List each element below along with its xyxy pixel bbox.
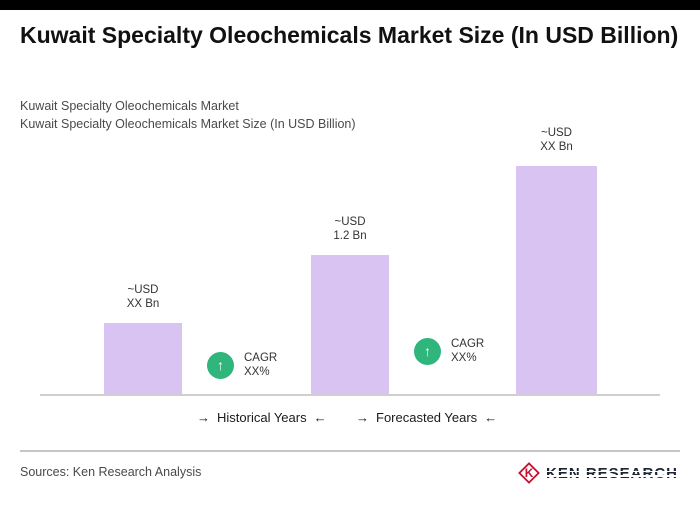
- bar-value-label: ~USD 1.2 Bn: [333, 216, 367, 242]
- bar-column-forecast: ~USD XX Bn: [516, 126, 597, 395]
- top-border-bar: [0, 0, 700, 10]
- bar-value-label: ~USD XX Bn: [126, 284, 160, 310]
- bar: [104, 323, 182, 395]
- chart-subtitle-market: Kuwait Specialty Oleochemicals Market: [20, 99, 239, 113]
- up-arrow-icon: ↑: [207, 351, 234, 379]
- x-axis-line: [40, 394, 660, 396]
- bar-column-historical: ~USD XX Bn: [104, 283, 182, 395]
- bar: [516, 166, 597, 395]
- ken-research-k-diamond-icon: K: [518, 462, 540, 484]
- sources-text: Sources: Ken Research Analysis: [20, 465, 202, 479]
- period-label-text: Forecasted Years: [376, 410, 478, 425]
- bar-column-base: ~USD 1.2 Bn: [311, 215, 389, 395]
- cagr-text: CAGR XX%: [244, 352, 278, 378]
- cagr-text: CAGR XX%: [451, 338, 485, 364]
- bar: [311, 255, 389, 395]
- footer-divider: [20, 450, 680, 452]
- chart-subtitle-size: Kuwait Specialty Oleochemicals Market Si…: [20, 117, 356, 131]
- svg-text:K: K: [525, 466, 534, 480]
- cagr-badge-2: ↑ CAGR XX%: [414, 337, 484, 365]
- forecasted-years-label: → Forecasted Years ←: [356, 410, 497, 425]
- bar-value-label: ~USD XX Bn: [540, 127, 573, 153]
- arrow-left-icon: ←: [313, 410, 327, 425]
- up-arrow-icon: ↑: [414, 337, 441, 365]
- arrow-left-icon: ←: [484, 410, 498, 425]
- arrow-right-icon: →: [197, 410, 210, 425]
- cagr-badge-1: ↑ CAGR XX%: [207, 351, 277, 379]
- page-title: Kuwait Specialty Oleochemicals Market Si…: [20, 22, 679, 48]
- ken-research-logo-text: KEN RESEARCH: [545, 464, 679, 482]
- period-label-text: Historical Years: [217, 410, 307, 425]
- ken-research-logo: K KEN RESEARCH: [518, 462, 679, 484]
- historical-years-label: → Historical Years ←: [197, 410, 327, 425]
- arrow-right-icon: →: [356, 410, 369, 425]
